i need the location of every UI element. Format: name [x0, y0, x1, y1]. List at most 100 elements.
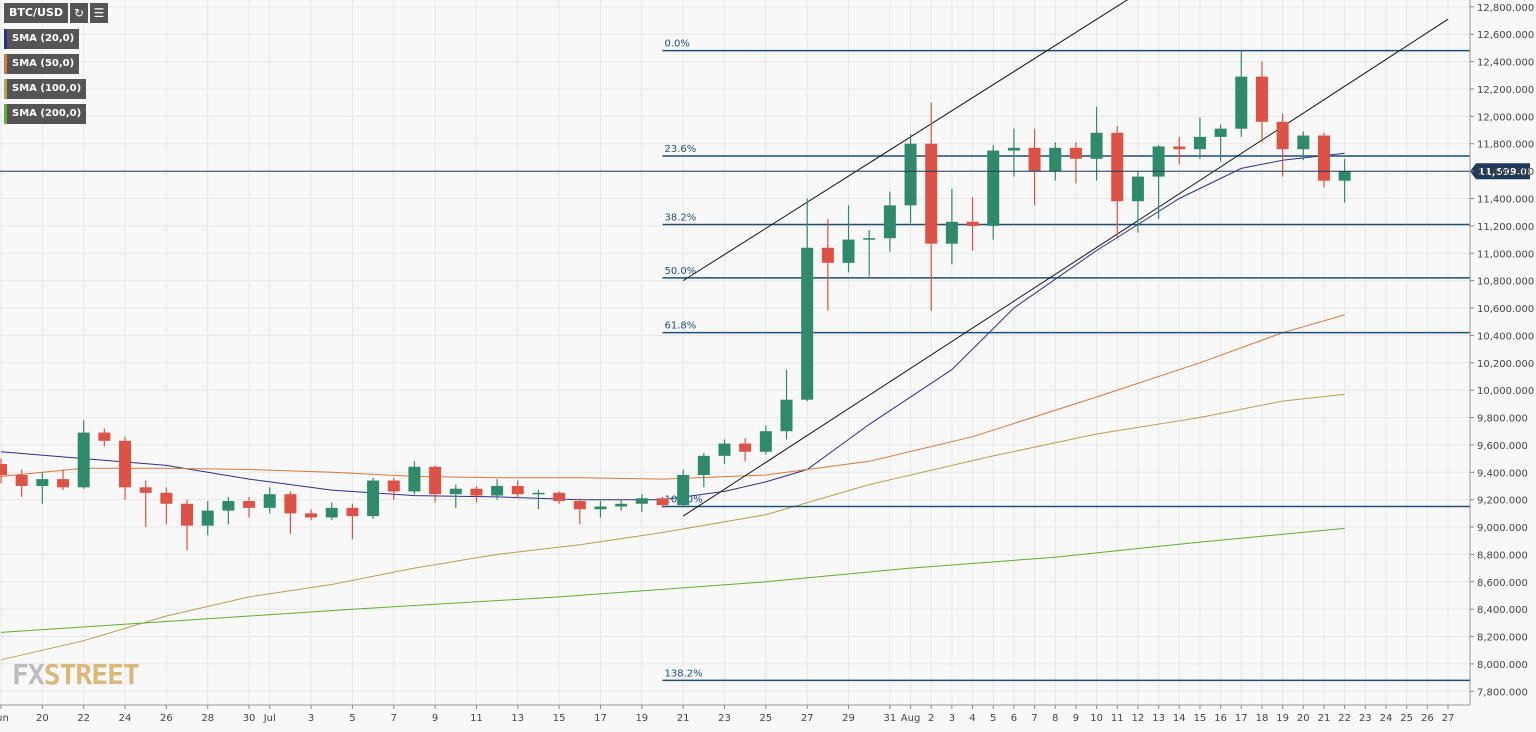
candle-body	[1049, 147, 1062, 172]
x-tick-label: 7	[1031, 713, 1037, 724]
chart-toolbar: BTC/USD ↻ ☰	[4, 3, 108, 23]
y-tick-label: 12,600.000	[1477, 30, 1534, 41]
candle-body	[532, 492, 545, 495]
candle-body	[1235, 76, 1248, 129]
fib-level-label: 38.2%	[664, 213, 696, 224]
y-tick-label: 11,400.000	[1477, 194, 1534, 205]
candle-bullish	[718, 439, 731, 465]
candle-body	[925, 143, 938, 244]
candle-body	[821, 247, 834, 263]
x-tick-label: 15	[553, 713, 566, 724]
refresh-icon[interactable]: ↻	[69, 3, 88, 23]
x-tick-label: 13	[511, 713, 524, 724]
candle-bullish	[1090, 106, 1103, 181]
candle-body	[1028, 147, 1041, 172]
legend-label: SMA (20,0)	[7, 29, 80, 49]
x-tick-label: 24	[119, 713, 132, 724]
x-tick-label: 23	[1359, 713, 1372, 724]
candle-body	[470, 488, 483, 496]
candle-body	[573, 501, 586, 510]
candle-body	[325, 507, 338, 518]
fib-level-label: 0.0%	[664, 39, 689, 50]
candle-bearish	[1276, 113, 1289, 177]
candle-bearish	[573, 498, 586, 525]
x-tick-label: 27	[1442, 713, 1455, 724]
x-tick-label: 18	[1256, 713, 1269, 724]
channel-trendline	[682, 18, 1449, 517]
candle-body	[15, 475, 28, 486]
x-tick-label: 14	[1173, 713, 1186, 724]
x-tick-label: 27	[801, 713, 814, 724]
chart-settings-icon[interactable]: ☰	[89, 3, 108, 23]
candle-bullish	[1007, 128, 1020, 177]
legend-swatch	[4, 54, 7, 74]
legend-sma-50[interactable]: SMA (50,0)	[4, 54, 80, 74]
candle-body	[305, 513, 318, 518]
candle-bullish	[36, 472, 49, 504]
candle-bullish	[635, 494, 648, 512]
candle-bullish	[1235, 50, 1248, 137]
legend-sma-100[interactable]: SMA (100,0)	[4, 79, 87, 99]
x-tick-label: 7	[391, 713, 397, 724]
candle-bullish	[1131, 171, 1144, 233]
candle-body	[119, 440, 132, 488]
fib-level-label: 61.8%	[664, 321, 696, 332]
candle-body	[284, 494, 297, 514]
candle-bullish	[1297, 131, 1310, 161]
x-tick-label: 8	[1052, 713, 1058, 724]
x-tick-label: 31	[884, 713, 897, 724]
candle-bearish	[57, 469, 70, 491]
fib-level-label: 138.2%	[664, 668, 702, 679]
candle-body	[987, 150, 1000, 226]
y-tick-label: 10,400.000	[1477, 331, 1534, 342]
candle-body	[780, 399, 793, 432]
candle-body	[739, 443, 752, 452]
candle-body	[346, 507, 359, 517]
candle-bullish	[1049, 142, 1062, 181]
candle-body	[1317, 135, 1330, 181]
candle-bearish	[1173, 136, 1186, 165]
candles	[0, 50, 1351, 551]
x-tick-label: 15	[1194, 713, 1207, 724]
x-tick-label: 5	[990, 713, 996, 724]
candle-bullish	[77, 420, 90, 489]
candle-body	[1069, 147, 1082, 159]
candle-body	[594, 506, 607, 510]
candle-body	[139, 487, 152, 493]
legend-sma-200[interactable]: SMA (200,0)	[4, 104, 87, 124]
candle-body	[57, 479, 70, 488]
candle-body	[367, 480, 380, 517]
candle-body	[263, 494, 276, 508]
candle-body	[656, 498, 669, 506]
candle-bullish	[532, 490, 545, 510]
candle-bullish	[759, 425, 772, 455]
x-tick-label: 11	[470, 713, 483, 724]
x-tick-label: 16	[1214, 713, 1227, 724]
y-tick-label: 10,600.000	[1477, 304, 1534, 315]
x-tick-label: 21	[1318, 713, 1331, 724]
candle-bullish	[1193, 117, 1206, 159]
candle-body	[408, 466, 421, 492]
plot-background	[0, 0, 1470, 705]
y-tick-label: 11,800.000	[1477, 140, 1534, 151]
y-tick-label: 11,000.000	[1477, 249, 1534, 260]
x-tick-label: 3	[308, 713, 314, 724]
candle-bullish	[594, 501, 607, 518]
legend-sma-20[interactable]: SMA (20,0)	[4, 29, 80, 49]
fxstreet-logo: FXSTREET	[12, 658, 140, 691]
x-tick-label: 4	[969, 713, 975, 724]
candle-body	[1255, 76, 1268, 122]
candle-bullish	[1152, 145, 1165, 220]
candle-body	[1173, 146, 1186, 150]
symbol-label[interactable]: BTC/USD	[4, 3, 68, 23]
candle-body	[429, 466, 442, 495]
candle-bullish	[263, 487, 276, 514]
x-tick-label: 20	[1297, 713, 1310, 724]
x-tick-label: 17	[1235, 713, 1248, 724]
candle-body	[181, 503, 194, 526]
x-tick-label: 22	[1338, 713, 1351, 724]
y-tick-label: 8,400.000	[1477, 605, 1528, 616]
current-price-line: 11,599.087	[0, 163, 1536, 180]
